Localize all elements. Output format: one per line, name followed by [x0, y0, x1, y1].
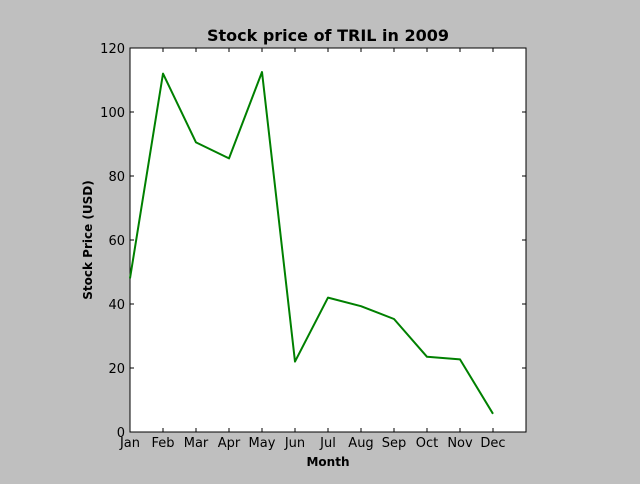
y-tick-label: 40	[108, 298, 125, 313]
x-tick-label: Jul	[319, 436, 336, 451]
x-axis-label: Month	[306, 455, 349, 469]
x-tick-label: Oct	[416, 436, 438, 451]
plot-area	[130, 48, 526, 432]
x-tick-label: Dec	[480, 436, 505, 451]
y-tick-label: 20	[108, 362, 125, 377]
y-tick-label: 60	[108, 234, 125, 249]
x-tick-label: Jun	[284, 436, 305, 451]
x-tick-label: Nov	[447, 436, 473, 451]
x-tick-label: Aug	[348, 436, 373, 451]
y-tick-label: 100	[100, 106, 125, 121]
x-tick-label: Feb	[151, 436, 174, 451]
x-tick-label: Mar	[184, 436, 209, 451]
y-tick-label: 80	[108, 170, 125, 185]
x-tick-label: May	[249, 436, 276, 451]
chart-title: Stock price of TRIL in 2009	[207, 26, 449, 45]
y-tick-label: 120	[100, 42, 125, 57]
x-tick-label: Sep	[382, 436, 407, 451]
x-tick-label: Apr	[218, 436, 241, 451]
y-axis-label: Stock Price (USD)	[81, 180, 95, 299]
x-tick-label: Jan	[119, 436, 140, 451]
